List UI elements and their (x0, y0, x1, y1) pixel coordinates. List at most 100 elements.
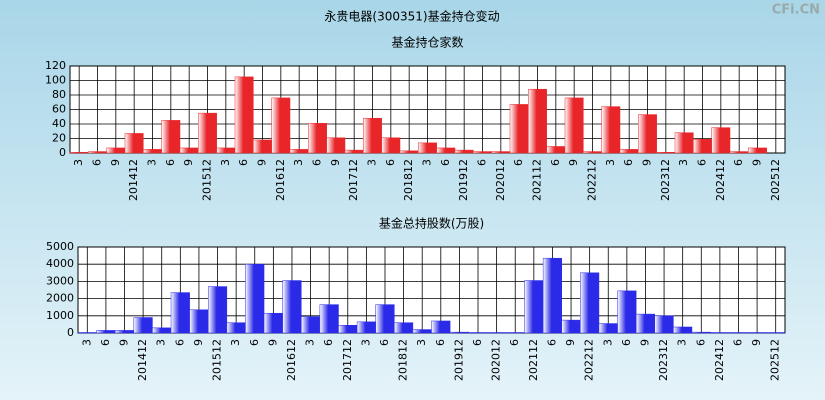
x-tick-label: 6 (694, 339, 707, 346)
y-tick-label: 2000 (46, 292, 74, 305)
x-tick-label: 6 (248, 339, 261, 346)
bar (487, 332, 507, 334)
x-tick-label: 3 (604, 159, 617, 166)
bar (338, 325, 358, 334)
x-tick-label: 9 (109, 159, 122, 166)
bar (711, 127, 731, 154)
x-tick-label: 9 (750, 339, 763, 346)
x-tick-label: 201812 (397, 339, 410, 381)
y-tick-label: 1000 (46, 309, 74, 322)
bar (766, 332, 786, 334)
x-tick-label: 9 (182, 159, 195, 166)
bar (598, 323, 618, 334)
bar (356, 321, 376, 334)
x-tick-label: 3 (304, 339, 317, 346)
x-tick-label: 9 (329, 159, 342, 166)
x-tick-label: 9 (751, 159, 764, 166)
bar (564, 97, 584, 154)
x-tick-label: 6 (237, 159, 250, 166)
bar (729, 151, 749, 154)
x-tick-label: 202112 (531, 159, 544, 201)
bar (152, 327, 172, 334)
x-tick-label: 202112 (527, 339, 540, 381)
x-tick-label: 3 (601, 339, 614, 346)
chart-title: 基金持仓家数 (391, 35, 463, 50)
bar (282, 280, 302, 334)
bar (88, 151, 107, 154)
bar (693, 138, 712, 154)
x-tick-label: 6 (311, 159, 324, 166)
bar (161, 120, 181, 154)
x-tick-label: 202012 (494, 159, 507, 201)
chart-title: 基金总持股数(万股) (379, 216, 484, 231)
x-tick-label: 201612 (274, 159, 287, 201)
y-tick-label: 4000 (46, 257, 74, 270)
y-tick-label: 100 (45, 74, 66, 87)
x-tick-label: 3 (292, 159, 305, 166)
x-tick-label: 202212 (586, 159, 599, 201)
bar (654, 315, 674, 334)
x-tick-label: 201512 (211, 339, 224, 381)
x-tick-label: 6 (696, 159, 709, 166)
x-tick-label: 6 (512, 159, 525, 166)
x-tick-label: 9 (564, 339, 577, 346)
x-tick-label: 3 (72, 159, 85, 166)
bar (143, 149, 162, 154)
x-tick-label: 6 (173, 339, 186, 346)
bar (747, 332, 767, 334)
bar (289, 149, 309, 154)
watermark: CFi.CN (772, 3, 820, 18)
bar (583, 151, 602, 154)
x-tick-label: 6 (545, 339, 558, 346)
bar (748, 147, 767, 154)
x-tick-label: 6 (439, 159, 452, 166)
bar (394, 322, 414, 334)
bar (673, 326, 693, 334)
bar (375, 304, 395, 334)
x-tick-label: 202312 (657, 339, 670, 381)
bar (674, 132, 694, 154)
x-tick-label: 202412 (713, 339, 726, 381)
x-tick-label: 201912 (457, 159, 470, 201)
bar (234, 76, 254, 154)
x-tick-label: 3 (80, 339, 93, 346)
x-tick-label: 201812 (402, 159, 415, 201)
bar (431, 320, 451, 334)
x-tick-label: 6 (99, 339, 112, 346)
y-tick-label: 60 (52, 103, 66, 116)
bar (77, 332, 97, 334)
x-tick-label: 201712 (347, 159, 360, 201)
x-tick-label: 6 (476, 159, 489, 166)
x-tick-label: 3 (677, 159, 690, 166)
bar (179, 147, 199, 154)
bar (114, 330, 135, 334)
bar (619, 149, 639, 154)
bar (319, 304, 339, 334)
bar (468, 332, 488, 334)
bar (617, 290, 637, 334)
x-tick-label: 9 (641, 159, 654, 166)
bar (344, 149, 364, 154)
x-tick-label: 202412 (714, 159, 727, 201)
bar (106, 147, 126, 154)
page-title: 永贵电器(300351)基金持仓变动 (324, 9, 499, 24)
x-tick-label: 3 (415, 339, 428, 346)
bar (363, 117, 382, 154)
bar (656, 152, 676, 154)
bar (198, 112, 217, 154)
bar (449, 331, 469, 334)
y-tick-label: 0 (67, 326, 74, 339)
bar (546, 146, 566, 154)
y-tick-label: 5000 (46, 240, 74, 253)
bar (189, 309, 209, 334)
bar (580, 272, 600, 334)
x-tick-label: 9 (256, 159, 269, 166)
bar (263, 312, 283, 334)
bar (399, 150, 419, 154)
bar (728, 332, 749, 334)
x-tick-label: 201612 (285, 339, 298, 381)
x-tick-label: 201512 (201, 159, 214, 201)
x-tick-label: 3 (229, 339, 242, 346)
bar (418, 142, 437, 154)
